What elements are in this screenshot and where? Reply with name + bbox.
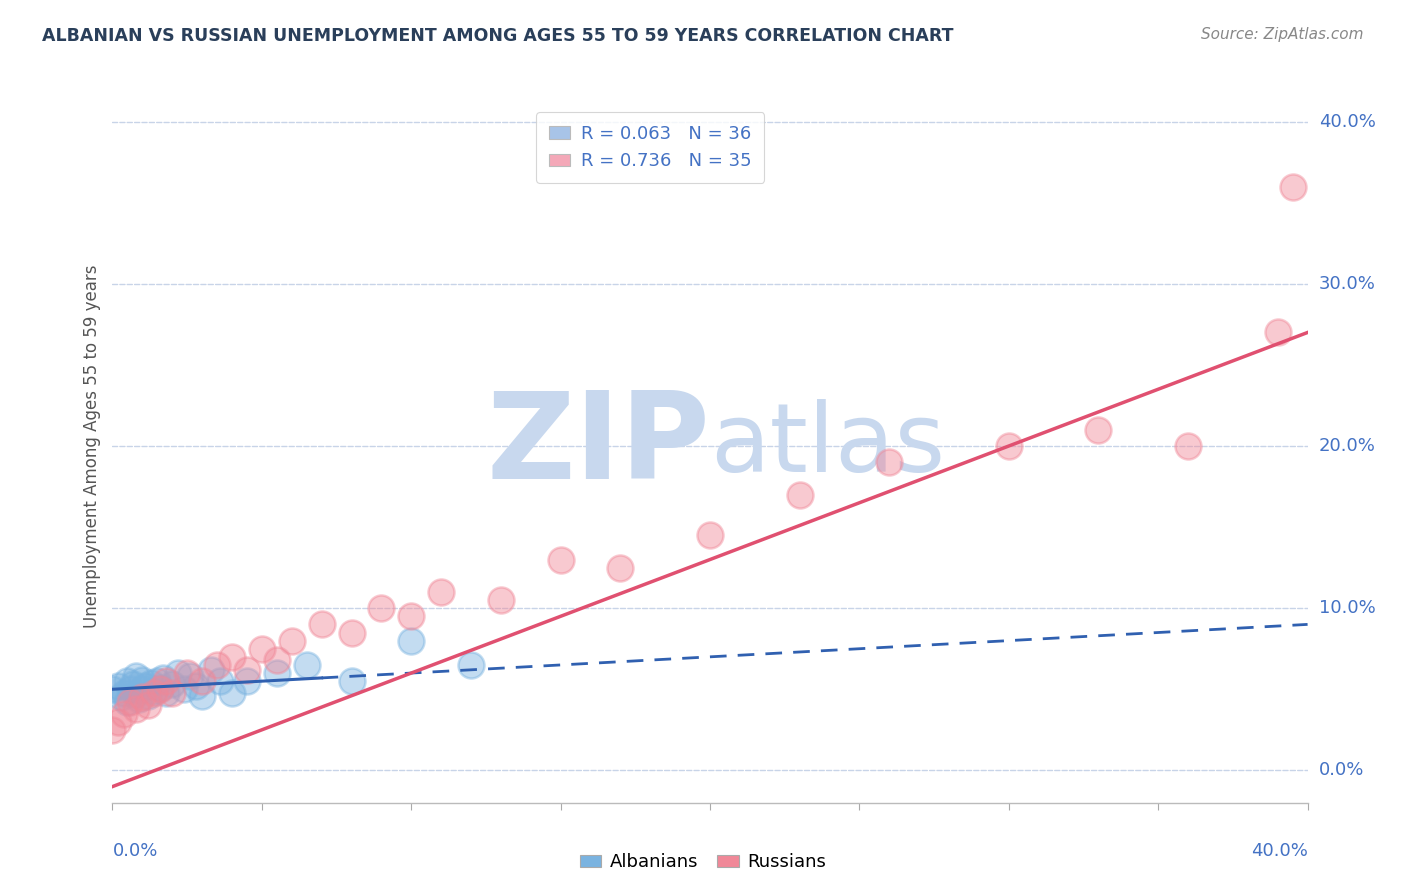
- Point: [281, 633, 304, 648]
- Text: 40.0%: 40.0%: [1251, 842, 1308, 860]
- Legend: Albanians, Russians: Albanians, Russians: [572, 847, 834, 879]
- Point: [117, 695, 139, 709]
- Point: [155, 674, 177, 689]
- Text: 40.0%: 40.0%: [1319, 112, 1375, 130]
- Point: [311, 617, 333, 632]
- Text: 0.0%: 0.0%: [112, 842, 157, 860]
- Point: [430, 585, 453, 599]
- Point: [789, 488, 811, 502]
- Point: [1267, 326, 1289, 340]
- Point: [110, 690, 132, 705]
- Point: [122, 677, 145, 691]
- Point: [250, 641, 273, 656]
- Text: atlas: atlas: [710, 400, 945, 492]
- Point: [125, 669, 148, 683]
- Point: [221, 649, 243, 664]
- Point: [114, 685, 135, 699]
- Point: [266, 666, 288, 681]
- Point: [134, 679, 156, 693]
- Point: [236, 674, 259, 689]
- Point: [1177, 439, 1199, 453]
- Point: [120, 682, 142, 697]
- Point: [173, 682, 195, 697]
- Point: [131, 690, 153, 705]
- Point: [125, 702, 148, 716]
- Point: [1281, 179, 1303, 194]
- Point: [143, 685, 166, 699]
- Text: Source: ZipAtlas.com: Source: ZipAtlas.com: [1201, 27, 1364, 42]
- Point: [131, 682, 153, 697]
- Point: [107, 679, 129, 693]
- Point: [107, 714, 129, 729]
- Point: [191, 674, 214, 689]
- Point: [162, 685, 183, 699]
- Text: 10.0%: 10.0%: [1319, 599, 1375, 617]
- Point: [152, 671, 174, 685]
- Point: [149, 681, 172, 695]
- Point: [191, 689, 214, 703]
- Point: [489, 593, 512, 607]
- Point: [143, 684, 166, 698]
- Point: [114, 706, 135, 721]
- Point: [401, 633, 423, 648]
- Point: [340, 625, 363, 640]
- Text: ZIP: ZIP: [486, 387, 710, 505]
- Point: [155, 685, 177, 699]
- Point: [1087, 423, 1109, 437]
- Point: [340, 674, 363, 689]
- Point: [128, 692, 150, 706]
- Text: 20.0%: 20.0%: [1319, 437, 1375, 455]
- Point: [998, 439, 1021, 453]
- Point: [266, 653, 288, 667]
- Point: [120, 695, 142, 709]
- Point: [186, 679, 208, 693]
- Text: 0.0%: 0.0%: [1319, 762, 1364, 780]
- Point: [209, 674, 232, 689]
- Point: [117, 674, 139, 689]
- Legend: R = 0.063   N = 36, R = 0.736   N = 35: R = 0.063 N = 36, R = 0.736 N = 35: [536, 112, 765, 183]
- Point: [101, 723, 124, 737]
- Point: [550, 552, 572, 566]
- Point: [131, 673, 153, 687]
- Point: [221, 685, 243, 699]
- Point: [138, 689, 160, 703]
- Point: [370, 601, 392, 615]
- Point: [138, 698, 160, 713]
- Point: [699, 528, 721, 542]
- Point: [146, 674, 169, 689]
- Point: [141, 675, 163, 690]
- Point: [609, 560, 631, 574]
- Point: [200, 663, 222, 677]
- Point: [162, 677, 183, 691]
- Point: [401, 609, 423, 624]
- Point: [125, 687, 148, 701]
- Point: [236, 663, 259, 677]
- Text: ALBANIAN VS RUSSIAN UNEMPLOYMENT AMONG AGES 55 TO 59 YEARS CORRELATION CHART: ALBANIAN VS RUSSIAN UNEMPLOYMENT AMONG A…: [42, 27, 953, 45]
- Point: [295, 657, 318, 672]
- Point: [205, 657, 228, 672]
- Y-axis label: Unemployment Among Ages 55 to 59 years: Unemployment Among Ages 55 to 59 years: [83, 264, 101, 628]
- Point: [167, 666, 190, 681]
- Text: 30.0%: 30.0%: [1319, 275, 1375, 293]
- Point: [101, 682, 124, 697]
- Point: [879, 455, 901, 469]
- Point: [149, 682, 172, 697]
- Point: [460, 657, 482, 672]
- Point: [176, 666, 198, 681]
- Point: [179, 669, 201, 683]
